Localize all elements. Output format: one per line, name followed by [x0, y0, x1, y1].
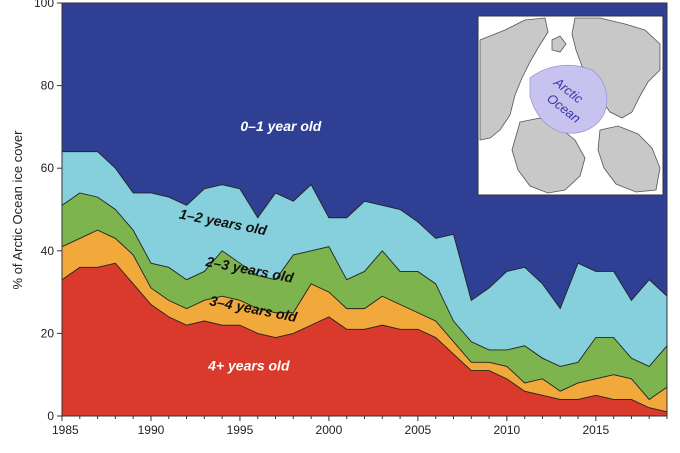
x-tick-label: 1985 [52, 423, 79, 437]
y-tick-label: 0 [47, 409, 54, 423]
y-tick-label: 100 [34, 0, 54, 10]
x-tick-label: 1990 [138, 423, 165, 437]
y-tick-label: 20 [41, 326, 55, 340]
area-3-4-years-old [62, 230, 667, 412]
y-tick-label: 60 [41, 161, 55, 175]
y-axis-label: % of Arctic Ocean ice cover [10, 130, 25, 290]
label-4plus-years-old: 4+ years old [207, 358, 290, 374]
axes: 0 20 40 60 80 100 1985 1990 1995 2000 2005 2010 2015 [34, 0, 668, 437]
y-tick-label: 40 [41, 244, 55, 258]
x-tick-label: 2005 [405, 423, 432, 437]
x-tick-label: 2000 [316, 423, 343, 437]
boundary-3-4-years-old [61, 229, 668, 401]
y-tick-label: 80 [41, 79, 55, 93]
area-1-2-years-old [62, 151, 667, 367]
area-4plus-years-old [62, 263, 667, 416]
label-0-1-year-old: 0–1 year old [240, 118, 321, 134]
x-tick-label: 2010 [494, 423, 521, 437]
x-tick-label: 1995 [227, 423, 254, 437]
boundary-2-3-years-old [61, 192, 668, 367]
boundary-4plus-years-old [61, 262, 668, 413]
x-tick-label: 2015 [582, 423, 609, 437]
band-boundary-lines [61, 151, 668, 413]
boundary-1-2-years-old [62, 151, 668, 310]
arctic-ocean-region [529, 65, 608, 134]
inset-map: Arctic Ocean [477, 15, 664, 196]
